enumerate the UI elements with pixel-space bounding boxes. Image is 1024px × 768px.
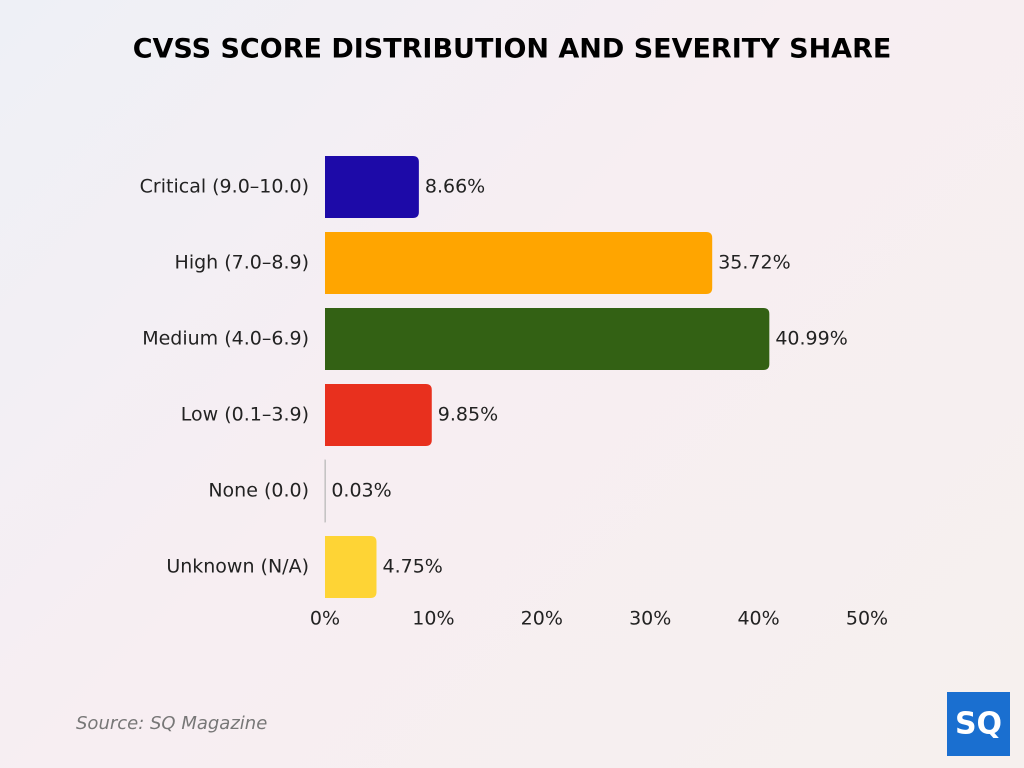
y-tick-label: Medium (4.0–6.9) <box>142 328 309 350</box>
bar <box>325 156 419 218</box>
logo: SQ <box>955 707 1002 742</box>
y-tick-label: None (0.0) <box>208 480 309 502</box>
bar <box>325 384 432 446</box>
y-tick-label: Low (0.1–3.9) <box>181 404 309 426</box>
value-label: 0.03% <box>331 480 391 502</box>
value-label: 8.66% <box>425 176 485 198</box>
y-tick-label: Critical (9.0–10.0) <box>140 176 309 198</box>
x-tick-label: 30% <box>629 608 671 630</box>
bar <box>325 536 377 598</box>
x-tick-label: 20% <box>521 608 563 630</box>
x-tick-label: 40% <box>737 608 779 630</box>
value-label: 9.85% <box>438 404 498 426</box>
y-tick-label: High (7.0–8.9) <box>175 252 309 274</box>
x-tick-label: 0% <box>310 608 340 630</box>
logo-box <box>947 692 1010 756</box>
x-tick-label: 50% <box>846 608 888 630</box>
value-label: 40.99% <box>775 328 847 350</box>
value-label: 4.75% <box>382 556 442 578</box>
bar <box>325 232 713 294</box>
value-label: 35.72% <box>718 252 790 274</box>
chart-title: CVSS SCORE DISTRIBUTION AND SEVERITY SHA… <box>133 34 892 65</box>
x-tick-label: 10% <box>412 608 454 630</box>
bar <box>325 308 770 370</box>
y-tick-label: Unknown (N/A) <box>166 556 309 578</box>
source: Source: SQ Magazine <box>76 713 267 734</box>
